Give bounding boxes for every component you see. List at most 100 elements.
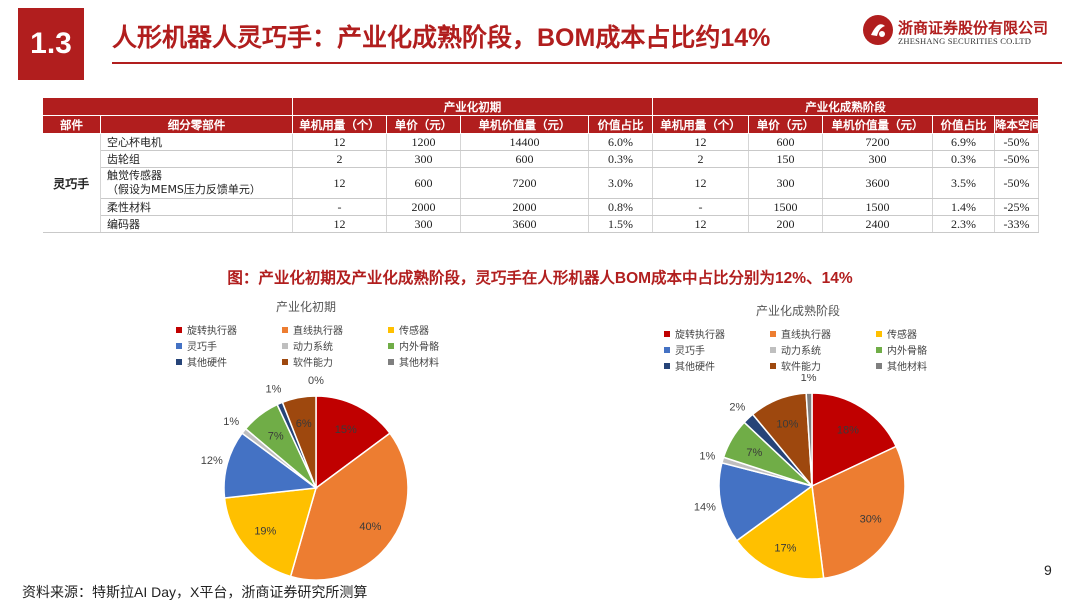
legend-item-hand: 灵巧手 <box>664 342 705 357</box>
table-cell: 600 <box>386 167 461 199</box>
legend-swatch <box>664 362 670 369</box>
table-cell: 7200 <box>460 167 589 199</box>
pie-label-software: 6% <box>296 418 312 430</box>
table-cell: 3600 <box>460 215 589 233</box>
legend-item-skeleton: 内外骨骼 <box>388 338 439 353</box>
table-cell: 1.5% <box>588 215 653 233</box>
table-cell: 0.3% <box>932 150 995 168</box>
table-cell: 3.5% <box>932 167 995 199</box>
table-cell: 600 <box>460 150 589 168</box>
table-cell: -50% <box>994 133 1040 151</box>
table-row: 编码器 12 300 3600 1.5% 12 200 2400 2.3% -3… <box>43 215 1040 233</box>
part-name-cell: 齿轮组 <box>100 150 293 168</box>
pie-label-hand: 14% <box>694 501 716 513</box>
pie-label-linear: 40% <box>359 521 381 533</box>
chart-legend-initial: 旋转执行器 直线执行器 传感器 灵巧手 动力系统 内外骨骼 其他硬件 软件能力 其他材料 <box>176 322 476 370</box>
legend-swatch <box>176 326 182 333</box>
legend-item-rotary: 旋转执行器 <box>176 322 237 337</box>
pie-slice-sensor <box>735 484 825 580</box>
legend-swatch <box>664 330 670 337</box>
pie-slice-hand <box>223 432 318 499</box>
pie-slice-material <box>805 392 813 487</box>
pie-label-power: 1% <box>699 451 715 463</box>
chart-legend-mature: 旋转执行器 直线执行器 传感器 灵巧手 动力系统 内外骨骼 其他硬件 软件能力 其他材料 <box>664 326 964 374</box>
table-cell: 1500 <box>748 198 823 216</box>
legend-label: 其他硬件 <box>675 362 715 373</box>
pie-chart-mature: 18% 30% 17% 14% 1% 7% 2% 10% 1% <box>694 374 906 580</box>
table-cell: -25% <box>994 198 1040 216</box>
table-cell: 0.3% <box>588 150 653 168</box>
part-note: （假设为MEMS压力反馈单元） <box>107 183 261 196</box>
legend-label: 软件能力 <box>293 358 333 369</box>
pie-slice-sensor <box>223 487 318 578</box>
table-cell: 1.4% <box>932 198 995 216</box>
column-header: 价值占比 <box>932 115 995 134</box>
legend-swatch <box>876 346 882 353</box>
pie-slice-software <box>281 395 317 489</box>
title-divider <box>112 62 1062 64</box>
pie-slice-rotary <box>811 392 898 488</box>
column-header: 部件 <box>42 115 101 134</box>
pie-label-linear: 30% <box>860 513 882 525</box>
section-number-badge: 1.3 <box>18 8 84 80</box>
table-cell: -50% <box>994 150 1040 168</box>
legend-swatch <box>282 358 288 365</box>
legend-swatch <box>388 358 394 365</box>
table-cell: 300 <box>822 150 933 168</box>
legend-item-linear: 直线执行器 <box>770 326 831 341</box>
table-cell: 12 <box>652 133 749 151</box>
legend-item-linear: 直线执行器 <box>282 322 343 337</box>
table-cell: 12 <box>652 167 749 199</box>
table-row: 齿轮组 2 300 600 0.3% 2 150 300 0.3% -50% <box>43 150 1040 168</box>
page-number: 9 <box>1044 562 1052 578</box>
legend-label: 其他材料 <box>399 358 439 369</box>
legend-label: 旋转执行器 <box>675 330 725 341</box>
pie-slice-rotary <box>315 395 391 490</box>
table-cell: 1500 <box>822 198 933 216</box>
pie-label-software: 10% <box>776 419 798 431</box>
table-cell: -50% <box>994 167 1040 199</box>
legend-swatch <box>770 362 776 369</box>
legend-label: 动力系统 <box>293 342 333 353</box>
pie-label-skeleton: 7% <box>268 430 284 442</box>
pie-label-sensor: 17% <box>774 542 796 554</box>
table-cell: 600 <box>748 133 823 151</box>
legend-item-material: 其他材料 <box>876 358 927 373</box>
legend-label: 动力系统 <box>781 346 821 357</box>
legend-label: 旋转执行器 <box>187 326 237 337</box>
legend-item-power: 动力系统 <box>282 338 333 353</box>
legend-swatch <box>176 342 182 349</box>
legend-item-hand: 灵巧手 <box>176 338 217 353</box>
table-cell: 2400 <box>822 215 933 233</box>
column-header: 单机用量（个） <box>292 115 387 134</box>
table-cell: 6.9% <box>932 133 995 151</box>
pie-slice-hand <box>718 461 814 542</box>
legend-swatch <box>770 346 776 353</box>
table-cell: 2000 <box>460 198 589 216</box>
table-cell: - <box>652 198 749 216</box>
table-cell: 2 <box>292 150 387 168</box>
table-cell: 0.8% <box>588 198 653 216</box>
chart-title-mature: 产业化成熟阶段 <box>756 304 841 318</box>
company-name-cn: 浙商证券股份有限公司 <box>898 20 1049 37</box>
legend-label: 其他硬件 <box>187 358 227 369</box>
table-cell: 12 <box>652 215 749 233</box>
table-row: 柔性材料 - 2000 2000 0.8% - 1500 1500 1.4% -… <box>43 198 1040 216</box>
table-cell: 300 <box>386 150 461 168</box>
table-cell: 7200 <box>822 133 933 151</box>
category-cell: 灵巧手 <box>42 133 101 233</box>
legend-label: 灵巧手 <box>187 342 217 353</box>
bom-cost-table: 产业化初期 产业化成熟阶段 部件 细分零部件 单机用量（个） 单价（元） 单机价… <box>42 97 1040 233</box>
table-cell: 14400 <box>460 133 589 151</box>
table-cell: 12 <box>292 215 387 233</box>
legend-swatch <box>664 346 670 353</box>
table-cell: - <box>292 198 387 216</box>
pie-slice-linear <box>811 445 906 580</box>
table-cell: 2 <box>652 150 749 168</box>
legend-label: 灵巧手 <box>675 346 705 357</box>
table-cell: 2.3% <box>932 215 995 233</box>
table-cell: 6.0% <box>588 133 653 151</box>
group-header-initial: 产业化初期 <box>292 97 653 116</box>
pie-label-hardware: 1% <box>266 384 282 396</box>
company-logo: 浙商证券股份有限公司 ZHESHANG SECURITIES CO.LTD <box>862 14 1062 54</box>
